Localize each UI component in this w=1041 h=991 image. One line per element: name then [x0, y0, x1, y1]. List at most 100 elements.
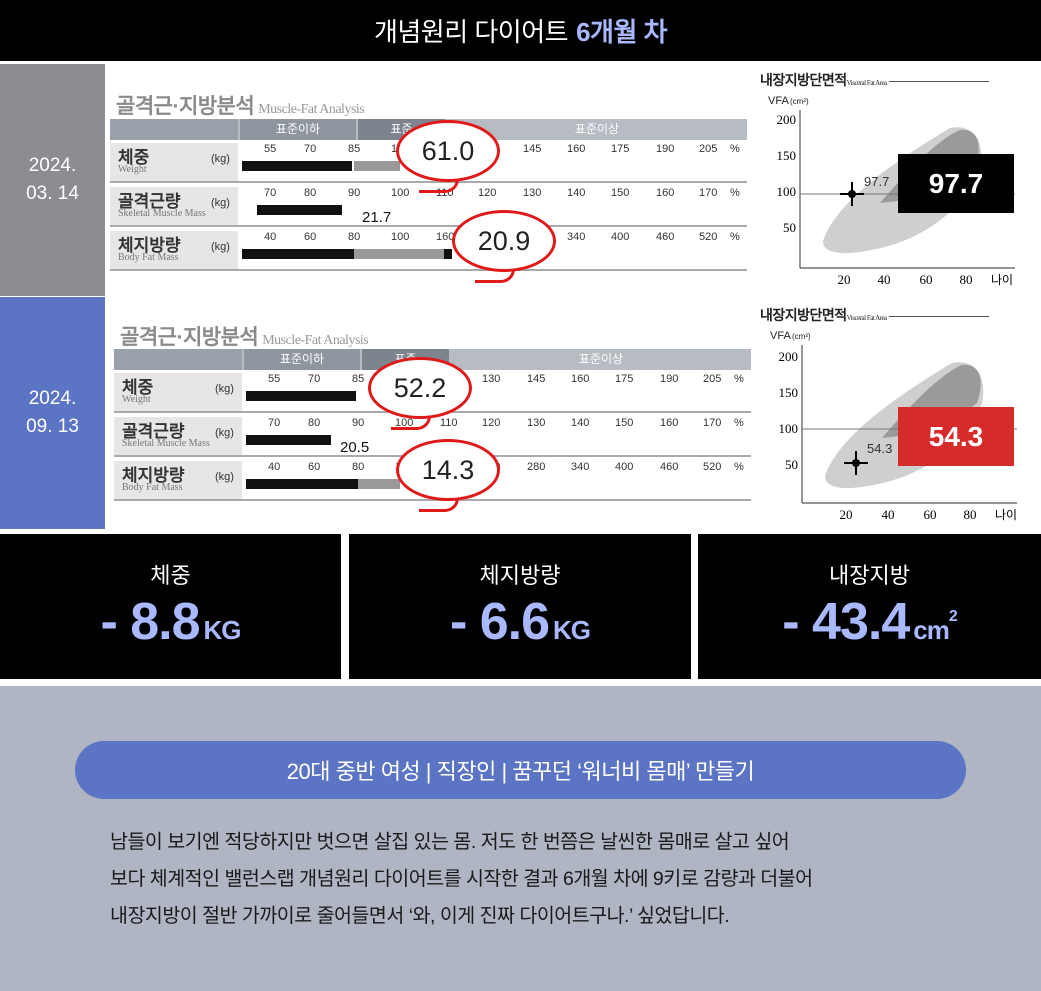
scale-tick: % — [730, 231, 740, 243]
scale-tick: 145 — [523, 143, 542, 155]
scale-tick: 150 — [615, 417, 634, 429]
after-row: 2024. 09. 13 골격근·지방분석 Muscle-Fat Analysis… — [0, 297, 1041, 529]
vfa-y-tick: 50 — [785, 457, 798, 472]
scale-tick: 110 — [440, 417, 458, 429]
scale-tick: 460 — [656, 231, 675, 243]
scale-tick: 140 — [567, 187, 586, 199]
vfa-badge: 97.7 — [898, 154, 1014, 213]
stat-unit: KG — [553, 615, 591, 645]
testimonial-text: 남들이 보기엔 적당하지만 벗으면 살집 있는 몸. 저도 한 번쯤은 날씬한 … — [110, 824, 970, 935]
scale-tick: 190 — [656, 143, 675, 155]
scale-tick: 70 — [308, 373, 321, 385]
vfa-x-tick: 20 — [838, 272, 851, 287]
muscle-scale: 70 80 90 100 110 120 130 140 150 160 170% — [244, 417, 751, 433]
weight-callout-value: 61.0 — [421, 135, 475, 166]
scale-tick: 160 — [660, 417, 679, 429]
vfa-y-unit: (cm²) — [792, 332, 811, 341]
scale-tick: 160 — [436, 231, 455, 243]
after-date: 2024. 09. 13 — [0, 297, 105, 529]
muscle-label: 골격근량 — [122, 422, 185, 441]
fat-label: 체지방량 — [118, 236, 181, 255]
weight-label: 체중 — [118, 148, 150, 167]
scale-tick: 70 — [268, 417, 281, 429]
analysis-title: 골격근·지방분석 Muscle-Fat Analysis — [120, 321, 369, 351]
fat-label: 체지방량 — [122, 466, 185, 485]
stat-body-fat: 체지방량 - 6.6 KG — [349, 534, 691, 679]
vfa-y-tick: 150 — [777, 148, 797, 163]
scale-tick: 205 — [699, 143, 718, 155]
scale-tick: % — [734, 461, 744, 473]
before-muscle-fat-analysis: 골격근·지방분석 Muscle-Fat Analysis 표준이하 표준 표준이상… — [110, 64, 750, 296]
muscle-value: 21.7 — [362, 209, 392, 226]
vfa-x-tick: 80 — [964, 507, 977, 522]
fat-callout-value: 14.3 — [421, 454, 475, 485]
after-date-year: 2024. — [28, 388, 77, 409]
vfa-y-label: VFA — [770, 330, 791, 342]
muscle-label: 골격근량 — [118, 192, 181, 211]
scale-tick: 60 — [304, 231, 317, 243]
stat-number: - 6.6 — [449, 593, 550, 651]
scale-tick: 85 — [348, 143, 361, 155]
header-title-accent: 6개월 차 — [576, 17, 668, 47]
before-date: 2024. 03. 14 — [0, 64, 105, 296]
scale-tick: 130 — [527, 417, 546, 429]
scale-tick: 160 — [656, 187, 675, 199]
std-above-label: 표준이상 — [451, 349, 751, 370]
std-below-label: 표준이하 — [244, 349, 360, 370]
weight-unit: (kg) — [211, 153, 230, 165]
before-date-day: 03. 14 — [26, 183, 79, 204]
vfa-title: 내장지방단면적Visceral Fat Area — [760, 305, 989, 325]
vfa-y-tick: 150 — [779, 385, 799, 400]
stat-unit: KG — [203, 615, 242, 645]
testimonial-section: 20대 중반 여성 | 직장인 | 꿈꾸던 ‘워너비 몸매’ 만들기 남들이 보… — [0, 686, 1041, 991]
standard-range-bar: 표준이하 표준 표준이상 — [110, 119, 747, 140]
weight-callout-value: 52.2 — [393, 372, 447, 403]
weight-label-en: Weight — [118, 164, 147, 175]
scale-tick: 160 — [571, 373, 590, 385]
after-date-day: 09. 13 — [26, 416, 79, 437]
vfa-title: 내장지방단면적Visceral Fat Area — [760, 70, 989, 90]
testimonial-line: 보다 체계적인 밸런스랩 개념원리 다이어트를 시작한 결과 6개월 차에 9키… — [110, 868, 813, 890]
scale-tick: 100 — [391, 187, 410, 199]
fat-label-en: Body Fat Mass — [122, 482, 183, 493]
vfa-x-tick: 40 — [878, 272, 891, 287]
testimonial-line: 남들이 보기엔 적당하지만 벗으면 살집 있는 몸. 저도 한 번쯤은 날씬한 … — [110, 831, 790, 853]
scale-tick: 40 — [268, 461, 281, 473]
muscle-unit: (kg) — [215, 427, 234, 439]
vfa-badge: 54.3 — [898, 407, 1014, 466]
weight-label-en: Weight — [122, 394, 151, 405]
scale-tick: 140 — [571, 417, 590, 429]
after-vfa-chart: 내장지방단면적Visceral Fat Area VFA (cm²) 200 1… — [760, 297, 1041, 529]
scale-tick: 460 — [660, 461, 679, 473]
stat-value: - 43.4 cm2 — [698, 592, 1041, 652]
scale-tick: 55 — [268, 373, 281, 385]
stat-label: 체중 — [150, 563, 191, 588]
scale-tick: 70 — [304, 143, 317, 155]
fat-callout: 14.3 — [396, 439, 500, 512]
scale-tick: 90 — [348, 187, 361, 199]
scale-tick: % — [734, 417, 744, 429]
scale-tick: 70 — [264, 187, 277, 199]
stat-value: - 8.8 KG — [0, 592, 341, 652]
scale-tick: 120 — [482, 417, 501, 429]
scale-tick: 145 — [527, 373, 546, 385]
scale-tick: 80 — [304, 187, 317, 199]
vfa-point-label: 97.7 — [864, 174, 889, 189]
scale-tick: 120 — [478, 187, 497, 199]
scale-tick: 175 — [615, 373, 634, 385]
fat-callout: 20.9 — [452, 210, 556, 283]
vfa-x-tick: 60 — [924, 507, 937, 522]
scale-tick: 190 — [660, 373, 679, 385]
weight-callout: 52.2 — [368, 357, 472, 430]
scale-tick: 85 — [352, 373, 365, 385]
analysis-title-en: Muscle-Fat Analysis — [262, 333, 369, 348]
weight-unit: (kg) — [215, 383, 234, 395]
scale-tick: 340 — [567, 231, 586, 243]
scale-tick: 100 — [391, 231, 410, 243]
scale-tick: 205 — [703, 373, 722, 385]
vfa-x-tick: 40 — [882, 507, 895, 522]
vfa-title-ko: 내장지방단면적 — [760, 307, 847, 323]
vfa-title-en: Visceral Fat Area — [846, 79, 888, 87]
muscle-value: 20.5 — [340, 439, 370, 456]
